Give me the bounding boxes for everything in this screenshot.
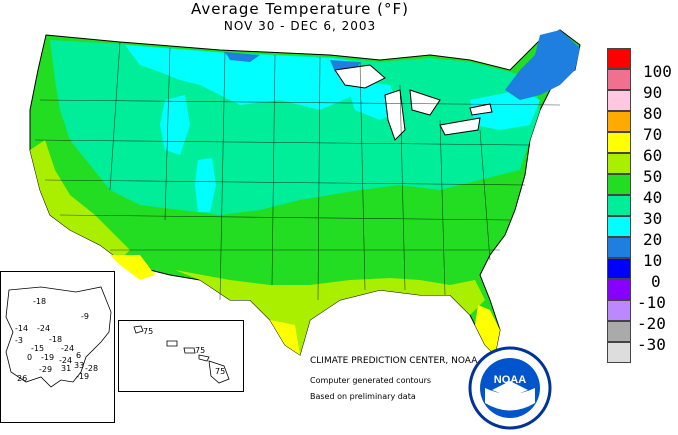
credit-line-data: Based on preliminary data — [310, 392, 416, 401]
legend-label: 100 — [643, 62, 672, 81]
alaska-temp-label: 33 — [74, 361, 85, 370]
legend-swatch — [607, 342, 631, 363]
legend-swatch — [607, 48, 631, 69]
legend-swatch — [607, 90, 631, 111]
legend-label: 10 — [643, 251, 663, 270]
alaska-temp-label: 0 — [27, 353, 33, 362]
legend-swatch — [607, 300, 631, 321]
temp-zone-60-socal — [110, 255, 155, 280]
alaska-temp-label: 26 — [17, 374, 28, 383]
credit-line-method: Computer generated contours — [310, 376, 432, 385]
legend-swatch — [607, 174, 631, 195]
legend-label: 0 — [651, 272, 661, 291]
legend-swatch — [607, 69, 631, 90]
alaska-temp-label: 31 — [61, 364, 72, 373]
temp-zone-50-south — [175, 270, 485, 355]
temp-zone-30 — [50, 40, 540, 215]
legend-label: 40 — [643, 188, 663, 207]
temp-zone-20-michigan — [345, 80, 400, 120]
alaska-temp-label: 6 — [76, 351, 82, 360]
temp-zone-10-north — [225, 52, 260, 62]
alaska-temp-label: -15 — [31, 344, 45, 353]
temp-zone-20-north — [125, 45, 360, 110]
alaska-temp-label: -19 — [76, 372, 90, 381]
alaska-map — [5, 286, 112, 388]
alaska-temp-label: -28 — [85, 364, 99, 373]
alaska-temp-label: -19 — [41, 353, 55, 362]
legend-label: 30 — [643, 209, 663, 228]
legend-swatch — [607, 321, 631, 342]
legend-swatch — [607, 258, 631, 279]
legend-swatch — [607, 195, 631, 216]
legend-label: -20 — [637, 314, 666, 333]
legend-label: -30 — [637, 335, 666, 354]
credit-line-agency: CLIMATE PREDICTION CENTER, NOAA — [310, 356, 478, 366]
legend-swatch — [607, 132, 631, 153]
alaska-temp-label: -24 — [59, 356, 73, 365]
legend-label: 80 — [643, 104, 663, 123]
alaska-temp-label: -24 — [61, 344, 75, 353]
legend-label: 60 — [643, 146, 663, 165]
hawaii-temp-label: 75 — [143, 327, 154, 336]
great-lakes — [334, 64, 493, 141]
legend-label: -10 — [637, 293, 666, 312]
temp-zone-60-texas — [270, 320, 300, 355]
temp-zone-60-florida — [475, 305, 500, 355]
legend-swatch — [607, 153, 631, 174]
alaska-temp-label: -3 — [15, 336, 23, 345]
legend-label: 50 — [643, 167, 663, 186]
noaa-logo-text: NOAA — [494, 374, 526, 386]
temp-zone-50-westcoast — [30, 140, 130, 260]
legend-swatch — [607, 279, 631, 300]
temp-zone-20-colorado — [195, 158, 216, 212]
alaska-temp-label: -14 — [15, 324, 29, 333]
alaska-temp-label: -18 — [33, 297, 47, 306]
alaska-temp-label: -29 — [39, 365, 53, 374]
hawaii-temp-label: 75 — [195, 346, 206, 355]
hawaii-temp-label: 75 — [215, 367, 226, 376]
alaska-inset: -18 -14 -24 -9 -18 -3 -15 -24 6 0 -19 -2… — [0, 271, 115, 423]
legend-label: 90 — [643, 83, 663, 102]
noaa-logo: NOAA — [468, 346, 552, 430]
us-temperature-map — [29, 29, 581, 357]
temp-zone-10-maine — [505, 30, 580, 100]
legend-swatch — [607, 111, 631, 132]
state-borders — [34, 41, 561, 301]
legend-swatch — [607, 237, 631, 258]
legend-label: 20 — [643, 230, 663, 249]
alaska-temp-label: -18 — [49, 335, 63, 344]
legend-label: 70 — [643, 125, 663, 144]
map-title: Average Temperature (°F) — [191, 0, 409, 18]
hawaii-inset: 75 75 75 — [118, 320, 244, 392]
alaska-temp-label: -9 — [81, 312, 89, 321]
temp-zone-20-northeast — [470, 90, 540, 130]
hawaii-map — [133, 325, 230, 384]
legend-swatch — [607, 216, 631, 237]
alaska-temp-label: -24 — [37, 324, 51, 333]
map-subtitle: NOV 30 - DEC 6, 2003 — [223, 19, 377, 33]
